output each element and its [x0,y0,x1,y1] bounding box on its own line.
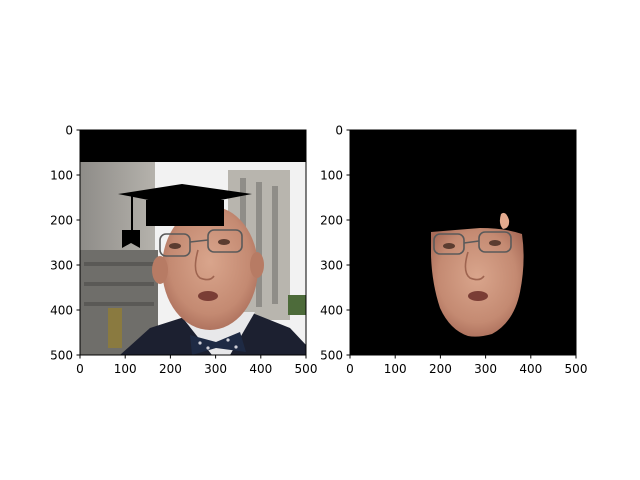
right-y-tick-label: 500 [320,349,343,363]
right-x-tick-label: 500 [565,362,588,376]
right-y-tick-label: 200 [320,214,343,228]
right-x-tick-label: 100 [384,362,407,376]
left-axes-frame [79,129,307,356]
left-x-tick-label: 300 [204,362,227,376]
right-x-tick-label: 300 [474,362,497,376]
right-x-tick-label: 400 [519,362,542,376]
left-y-tick-label: 300 [50,259,73,273]
left-y-tick-label: 200 [50,214,73,228]
left-x-tick-label: 500 [295,362,318,376]
left-x-tick-label: 0 [76,362,84,376]
left-image [80,130,306,355]
right-y-tick-label: 100 [320,169,343,183]
left-y-tick-label: 400 [50,304,73,318]
left-y-tick-label: 100 [50,169,73,183]
right-x-tick-label: 0 [346,362,354,376]
right-image [350,130,576,355]
right-y-tick-label: 400 [320,304,343,318]
left-y-tick-label: 0 [65,124,73,138]
right-y-tick-label: 0 [335,124,343,138]
left-x-tick-label: 100 [114,362,137,376]
right-axes-frame [349,129,577,356]
left-x-tick-label: 200 [159,362,182,376]
left-x-tick-label: 400 [249,362,272,376]
left-y-tick-label: 500 [50,349,73,363]
right-y-tick-label: 300 [320,259,343,273]
right-x-tick-label: 200 [429,362,452,376]
